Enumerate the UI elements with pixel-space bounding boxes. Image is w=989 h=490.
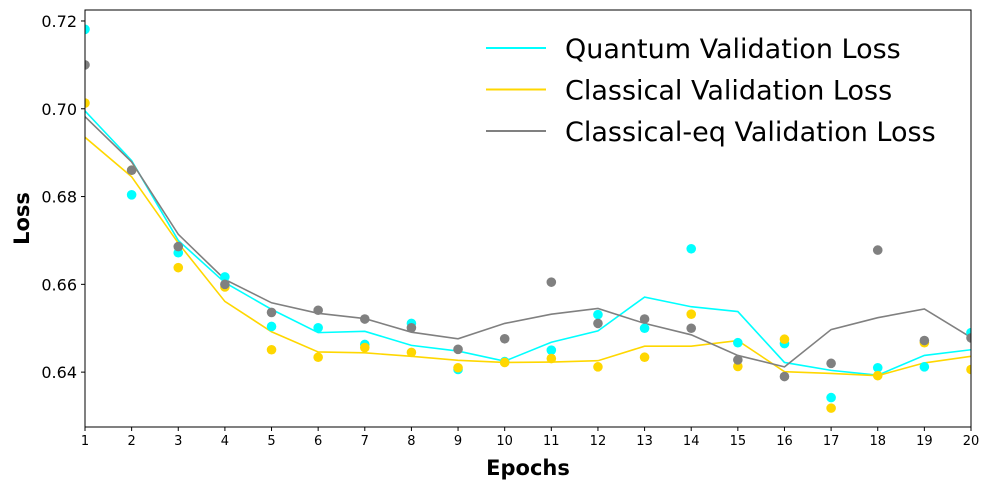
- quantum-validation-loss-point: [733, 337, 743, 348]
- classical-validation-loss-point: [173, 262, 184, 273]
- quantum-validation-loss-point: [85, 24, 90, 35]
- x-tick-label: 18: [869, 434, 886, 449]
- classical-validation-loss-point: [406, 347, 417, 358]
- quantum-validation-loss-point: [126, 190, 137, 200]
- x-tick-label: 9: [454, 434, 462, 449]
- x-tick-label: 19: [916, 434, 933, 449]
- classical-eq-validation-loss-point: [966, 333, 971, 343]
- quantum-validation-loss-point: [872, 362, 883, 373]
- y-tick-label: 0.68: [41, 188, 77, 207]
- quantum-validation-loss-point: [686, 243, 697, 254]
- classical-eq-validation-loss-point: [453, 344, 463, 355]
- classical-eq-validation-loss-point: [173, 241, 184, 252]
- classical-eq-validation-loss-point: [686, 323, 697, 334]
- classical-validation-loss-point: [85, 98, 90, 108]
- x-tick-label: 12: [590, 434, 607, 449]
- classical-eq-validation-loss-point: [126, 165, 137, 176]
- x-tick-label: 15: [730, 434, 747, 449]
- x-tick-label: 11: [543, 434, 560, 449]
- classical-eq-validation-loss-point: [593, 318, 603, 329]
- classical-eq-validation-loss-point: [266, 307, 277, 318]
- x-tick-label: 1: [81, 434, 89, 449]
- legend-label-quantum-validation-loss: Quantum Validation Loss: [565, 34, 901, 65]
- x-tick-label: 4: [221, 434, 229, 449]
- x-tick-label: 16: [776, 434, 793, 449]
- series-lines: [85, 110, 971, 377]
- y-axis-label: Loss: [10, 192, 34, 245]
- classical-validation-loss-point: [733, 361, 743, 372]
- x-tick-label: 6: [314, 434, 322, 449]
- classical-eq-validation-loss-point: [220, 279, 230, 290]
- classical-validation-loss-point: [359, 342, 370, 353]
- classical-eq-validation-loss-line: [85, 116, 971, 368]
- series-points: [85, 24, 971, 413]
- classical-validation-loss-point: [546, 353, 557, 364]
- plot-frame: [84, 9, 972, 428]
- x-tick-label: 14: [683, 434, 700, 449]
- classical-validation-loss-point: [639, 352, 650, 363]
- legend-label-classical-validation-loss: Classical Validation Loss: [565, 76, 892, 107]
- classical-eq-validation-loss-point: [499, 333, 510, 344]
- x-tick-label: 5: [267, 434, 275, 449]
- classical-validation-loss-point: [686, 309, 697, 319]
- classical-validation-loss-line: [85, 136, 971, 377]
- x-axis-ticks: 1 2 3 4 5 6 7 8 9 10 11 12 13 14 15 16 17 18 19 20: [81, 427, 979, 449]
- quantum-validation-loss-point: [266, 321, 277, 332]
- y-tick-label: 0.70: [41, 100, 77, 119]
- classical-eq-validation-loss-point: [406, 323, 417, 333]
- classical-validation-loss-point: [826, 403, 836, 413]
- quantum-validation-loss-point: [313, 323, 323, 333]
- y-axis-ticks: 0.64 0.66 0.68 0.70 0.72: [41, 12, 85, 382]
- y-tick-label: 0.64: [41, 363, 77, 382]
- classical-validation-loss-point: [453, 362, 463, 373]
- quantum-validation-loss-point: [220, 272, 230, 282]
- y-tick-label: 0.66: [41, 275, 77, 294]
- classical-validation-loss-point: [266, 344, 277, 355]
- x-tick-label: 13: [636, 434, 653, 449]
- classical-eq-validation-loss-point: [359, 314, 370, 324]
- quantum-validation-loss-point: [593, 309, 603, 320]
- classical-validation-loss-point: [313, 352, 323, 363]
- quantum-validation-loss-point: [639, 323, 650, 334]
- classical-eq-validation-loss-point: [546, 277, 557, 287]
- classical-validation-loss-point: [966, 364, 971, 375]
- classical-eq-validation-loss-point: [639, 314, 650, 324]
- x-tick-label: 2: [127, 434, 135, 449]
- classical-eq-validation-loss-point: [779, 371, 790, 382]
- classical-validation-loss-point: [779, 334, 790, 345]
- x-tick-label: 8: [407, 434, 415, 449]
- classical-validation-loss-point: [872, 370, 883, 381]
- quantum-validation-loss-point: [546, 345, 557, 355]
- classical-eq-validation-loss-point: [313, 305, 323, 316]
- y-tick-label: 0.72: [41, 12, 77, 31]
- quantum-validation-loss-point: [826, 392, 836, 403]
- quantum-validation-loss-line: [85, 110, 971, 377]
- classical-eq-validation-loss-point: [826, 358, 836, 369]
- x-tick-label: 17: [823, 434, 840, 449]
- x-axis-label: Epochs: [486, 456, 570, 480]
- x-tick-label: 3: [174, 434, 182, 449]
- x-tick-label: 7: [361, 434, 369, 449]
- classical-eq-validation-loss-point: [919, 335, 930, 346]
- classical-validation-loss-point: [499, 357, 510, 368]
- classical-eq-validation-loss-point: [85, 60, 90, 70]
- classical-validation-loss-point: [593, 362, 603, 372]
- legend-label-classical-eq-validation-loss: Classical-eq Validation Loss: [565, 117, 936, 148]
- classical-eq-validation-loss-point: [733, 355, 743, 365]
- x-tick-label: 20: [963, 434, 980, 449]
- legend: Quantum Validation Loss Classical Validat…: [486, 34, 936, 148]
- classical-eq-validation-loss-point: [872, 245, 883, 255]
- x-tick-label: 10: [496, 434, 513, 449]
- quantum-validation-loss-point: [919, 362, 930, 372]
